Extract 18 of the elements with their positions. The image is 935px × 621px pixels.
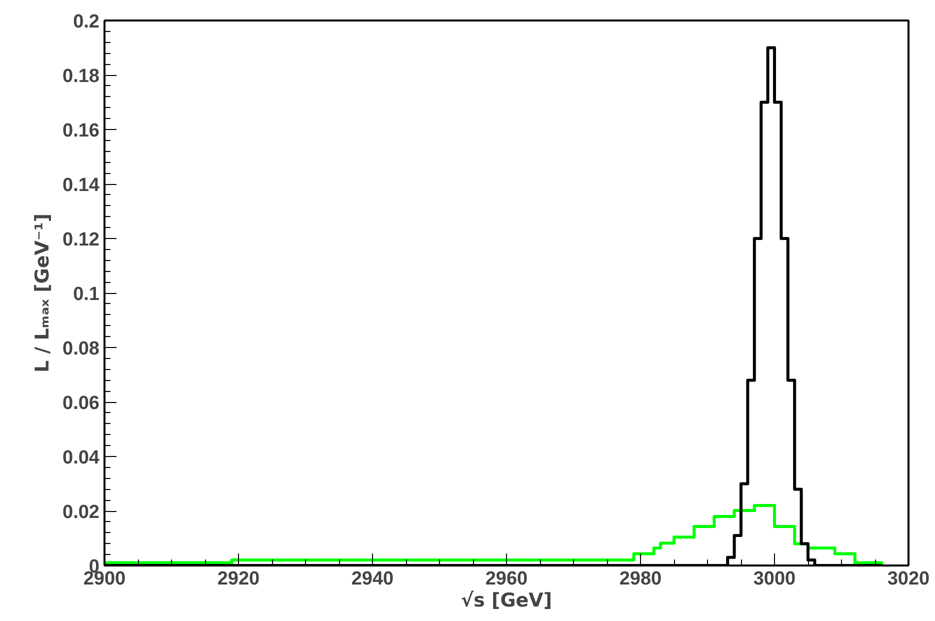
y-tick-label: 0.12: [62, 230, 100, 250]
y-axis-title: L / Lₘₐₓ [GeV⁻¹]: [32, 213, 54, 373]
y-tick-label: 0.04: [62, 448, 100, 468]
x-tick-label: 2960: [485, 568, 528, 590]
y-tick-label: 0.14: [62, 175, 100, 196]
y-tick-label: 0.08: [62, 338, 100, 360]
y-tick-label: 0.06: [62, 393, 100, 414]
y-tick-label: 0.02: [62, 502, 100, 523]
x-tick-label: 3020: [887, 568, 930, 590]
x-axis-title: √s [GeV]: [460, 590, 552, 612]
x-tick-label: 2940: [351, 568, 394, 590]
y-tick-label: 0.18: [62, 66, 100, 87]
y-tick-label: 0.2: [73, 12, 100, 32]
y-tick-label: 0.16: [62, 120, 100, 142]
y-tick-label: 0.1: [73, 284, 100, 305]
x-tick-label: 2920: [217, 568, 260, 590]
x-tick-label: 3000: [753, 568, 796, 590]
x-tick-label: 2980: [619, 568, 662, 590]
